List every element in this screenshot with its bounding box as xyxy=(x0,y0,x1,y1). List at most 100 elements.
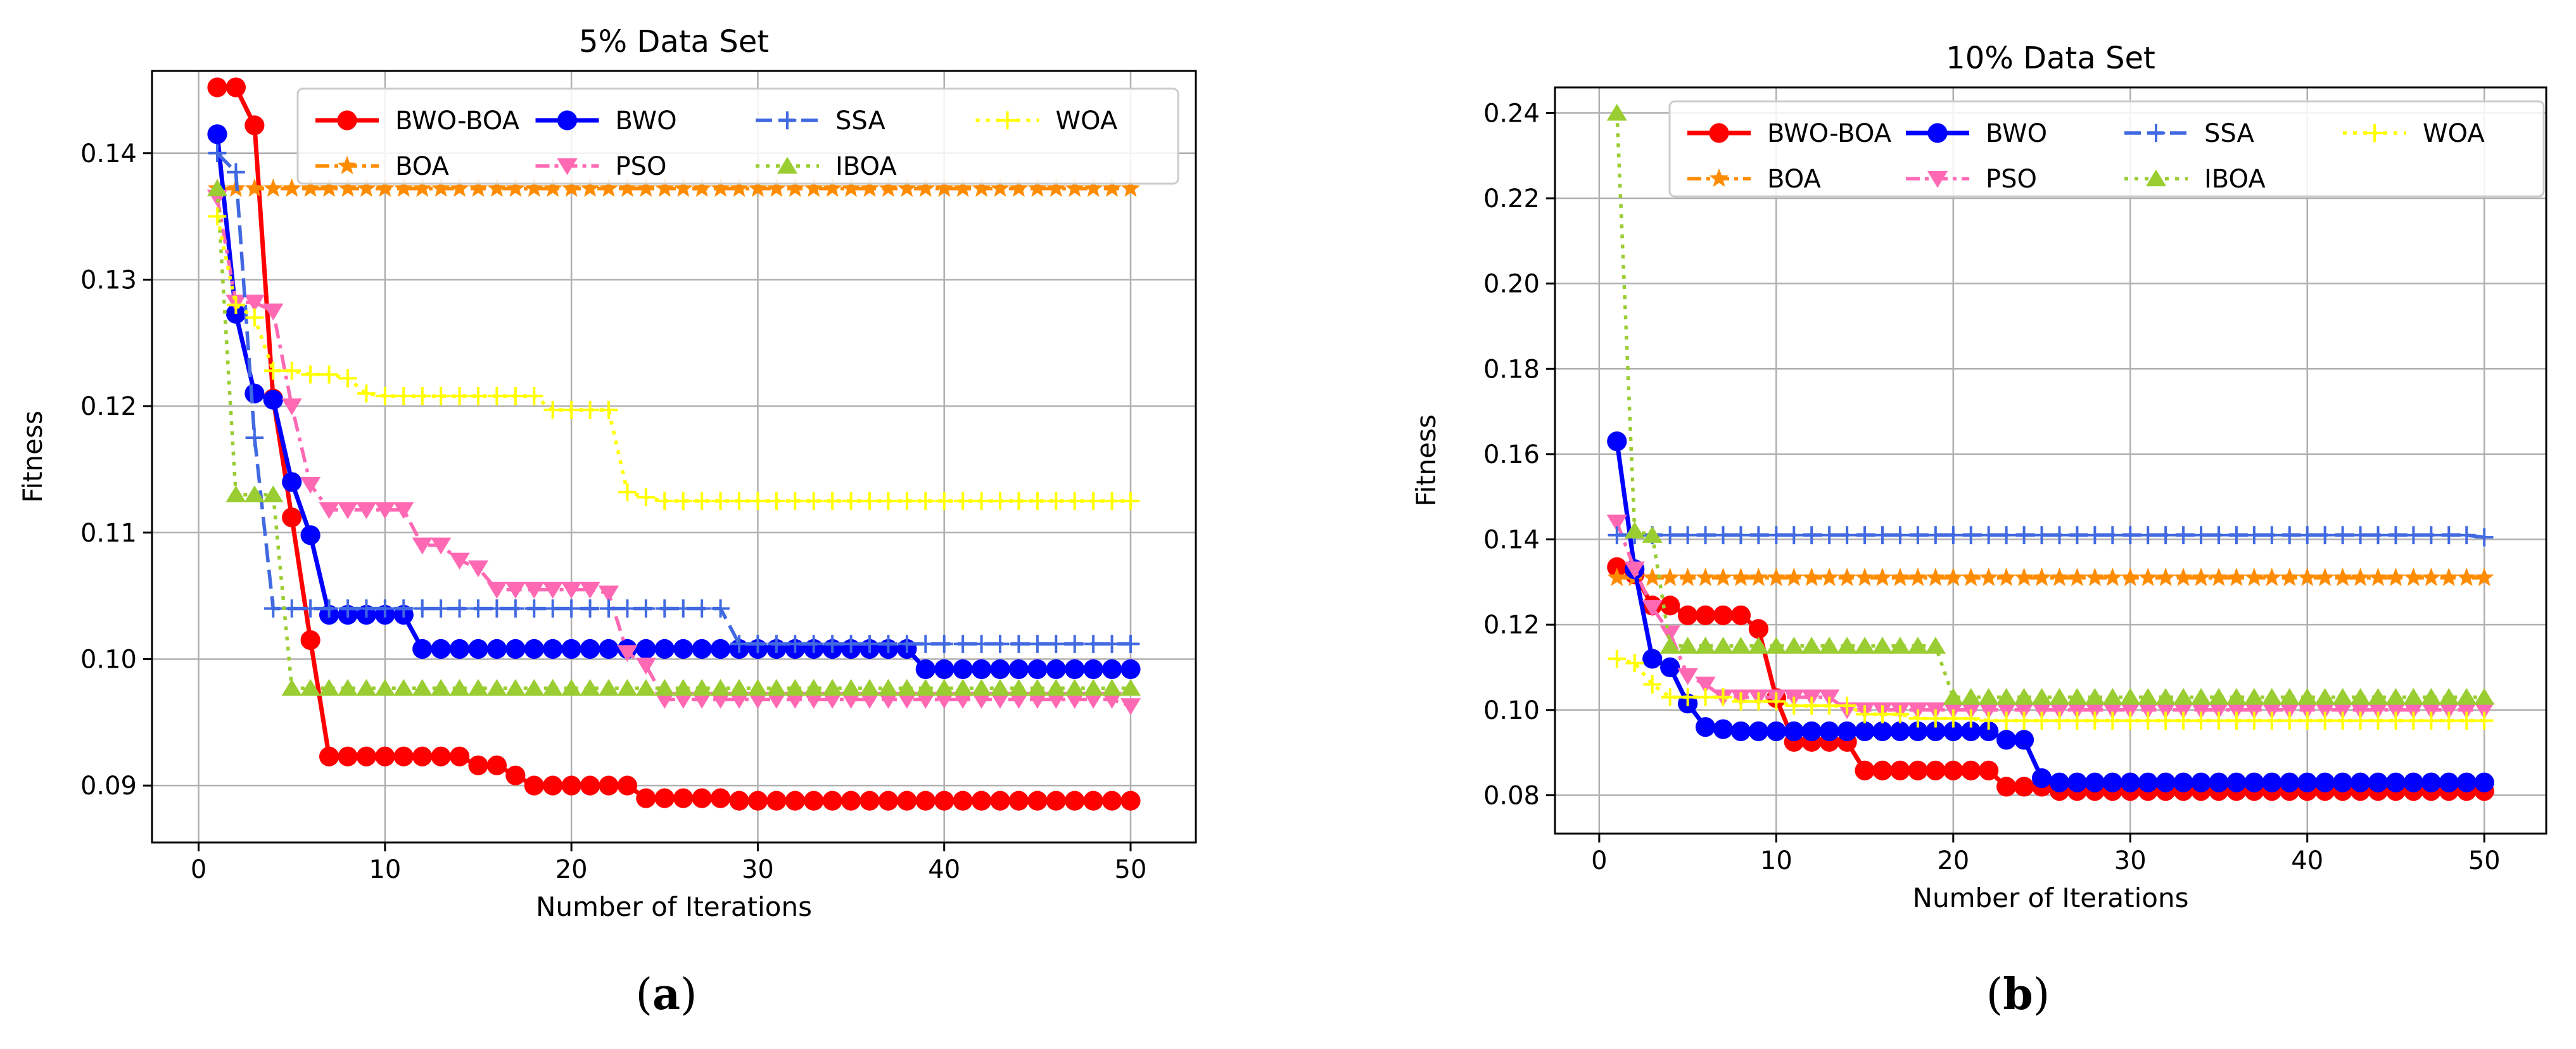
chart-b-series-ssa-point xyxy=(1696,526,1715,545)
chart-a-series-iboa-point xyxy=(692,678,713,696)
chart-a-series-pso-point xyxy=(673,692,694,709)
chart-a-series-bwo-point xyxy=(654,639,675,659)
chart-b-series-iboa-point xyxy=(2084,688,2105,705)
chart-b-series-bwo-point xyxy=(1890,721,1910,742)
chart-b-series-boa-point xyxy=(2138,568,2158,587)
chart-b-series-boa-point xyxy=(1660,568,1680,587)
chart-b-series-ssa-point xyxy=(2174,526,2193,545)
chart-a-legend-bwo-boa-marker xyxy=(337,110,357,130)
chart-a-series-ssa-point xyxy=(469,599,488,618)
chart-b-series-woa-point xyxy=(2209,711,2228,730)
chart-b-series-bwo-point xyxy=(2350,772,2371,792)
chart-a-series-bwo-boa-point xyxy=(822,791,842,811)
chart-b-series-boa-point xyxy=(2315,568,2335,587)
chart-a-series-bwo-point xyxy=(207,124,227,144)
chart-a-series-boa-point xyxy=(1065,178,1084,197)
chart-a-ytick-label: 0.11 xyxy=(80,519,137,548)
chart-b-series-ssa-point xyxy=(1820,526,1839,545)
chart-a-legend-pso: PSO xyxy=(535,152,667,181)
chart-b-series-iboa-point xyxy=(1677,637,1698,654)
chart-a-series-woa-point xyxy=(804,492,823,511)
chart-b-series-woa-point xyxy=(1962,709,1981,728)
chart-a-series-iboa-point xyxy=(1120,678,1141,696)
chart-a-series-iboa-point xyxy=(244,485,265,502)
chart-a-legend-bwo-label: BWO xyxy=(616,106,677,136)
chart-b-series-boa-point xyxy=(2297,568,2318,587)
chart-a-series-bwo-point xyxy=(543,639,563,659)
chart-b-series-boa-point xyxy=(1696,568,1715,587)
chart-b-series-ssa-point xyxy=(2156,526,2175,545)
chart-b-series-bwo-point xyxy=(2226,772,2247,792)
chart-a-series-pso-point xyxy=(1046,692,1067,709)
chart-b-series-bwo-point xyxy=(2403,772,2424,792)
caption-a-close: ) xyxy=(680,970,697,1020)
chart-b-series-boa-point xyxy=(1784,568,1804,587)
chart-b-series-boa-point xyxy=(1926,568,1946,587)
chart-a-series-boa-point xyxy=(394,178,414,197)
chart-a-series-bwo-point xyxy=(1120,659,1141,680)
chart-b-series-bwo-point xyxy=(1801,721,1822,742)
chart-a-series-bwo-boa-point xyxy=(953,791,973,811)
chart-a-series-bwo-boa-point xyxy=(654,788,675,808)
chart-b-series-bwo-boa-point xyxy=(1677,605,1698,625)
chart-b-series-boa-point xyxy=(2439,568,2459,587)
chart-b-series-pso-point xyxy=(2014,702,2034,720)
caption-b-close: ) xyxy=(2033,970,2050,1020)
chart-b-series-boa-point xyxy=(2014,568,2034,587)
chart-a-series-woa xyxy=(208,207,1140,511)
chart-b-series-bwo-point xyxy=(1713,719,1734,739)
chart-a-series-woa-point xyxy=(991,492,1010,511)
chart-b-series-boa-point xyxy=(2173,568,2193,587)
chart-b-series-bwo-boa-point xyxy=(1979,760,1999,780)
chart-a-series-pso-point xyxy=(841,692,861,709)
chart-a-series-woa-point xyxy=(916,492,935,511)
chart-a-series-woa-point xyxy=(394,386,413,405)
chart-b-series-iboa-point xyxy=(1819,637,1840,654)
chart-a-series-boa-point xyxy=(468,178,488,197)
chart-b-ytick-label: 0.08 xyxy=(1483,781,1540,810)
chart-b-series-bwo-point xyxy=(2297,772,2318,792)
chart-b-series-ssa-point xyxy=(1714,526,1732,545)
chart-a-legend-ssa-marker xyxy=(778,111,797,130)
chart-a-series-bwo-boa-point xyxy=(412,746,433,766)
chart-b-series-woa-point xyxy=(2439,711,2458,730)
chart-b-series-iboa-point xyxy=(1606,103,1627,121)
chart-b-series-ssa-point xyxy=(1837,526,1856,545)
chart-b-series-bwo-point xyxy=(1855,721,1875,742)
chart-b-series-woa-point xyxy=(1643,675,1662,694)
chart-a-series-boa-point xyxy=(934,178,954,197)
chart-a-series-bwo-point xyxy=(300,525,320,545)
chart-a-series-ssa-point xyxy=(1046,635,1065,653)
chart-b-series-ssa-point xyxy=(2015,526,2033,545)
chart-a-series-ssa-point xyxy=(1028,635,1047,653)
chart-a-series-ssa-point xyxy=(991,635,1010,653)
chart-b-series-woa-point xyxy=(1661,688,1679,706)
chart-a-series-iboa-point xyxy=(673,678,694,696)
chart-a-series-iboa-point xyxy=(766,678,787,696)
caption-b-open: ( xyxy=(1986,970,2003,1020)
chart-a-legend-boa-marker xyxy=(337,155,357,174)
chart-b-series-boa-point xyxy=(2386,568,2406,587)
chart-a-series-boa-point xyxy=(357,178,376,197)
chart-b-series-iboa-point xyxy=(2297,688,2318,705)
chart-b-xtick-label: 40 xyxy=(2291,846,2323,875)
chart-a-series-bwo-point xyxy=(1065,659,1085,680)
chart-a-series-boa-point xyxy=(599,178,619,197)
chart-b-series-iboa-point xyxy=(1659,637,1680,654)
chart-a-series-bwo-point xyxy=(244,383,265,404)
chart-b-series-bwo-boa-point xyxy=(1607,557,1627,577)
chart-b-series-boa-point xyxy=(2120,568,2140,587)
chart-b-series-bwo-boa-point xyxy=(1855,760,1875,780)
chart-a-series-pso-point xyxy=(803,692,824,709)
chart-a-series-ssa-point xyxy=(730,635,749,653)
chart-b-series-bwo-point xyxy=(1819,721,1839,742)
chart-b-series-boa-point xyxy=(1908,568,1928,587)
chart-a-series-boa-point xyxy=(953,178,973,197)
chart-a-series-pso-point xyxy=(1083,692,1104,709)
chart-a-series-iboa-point xyxy=(561,678,582,696)
chart-a-series-boa-point xyxy=(841,178,861,197)
chart-b-series-boa-point xyxy=(1872,568,1893,587)
chart-a-series-pso-point xyxy=(878,692,899,709)
chart-b-legend-bwo-boa: BWO-BOA xyxy=(1687,119,1892,148)
chart-b-series-bwo-boa-point xyxy=(1996,777,2017,797)
